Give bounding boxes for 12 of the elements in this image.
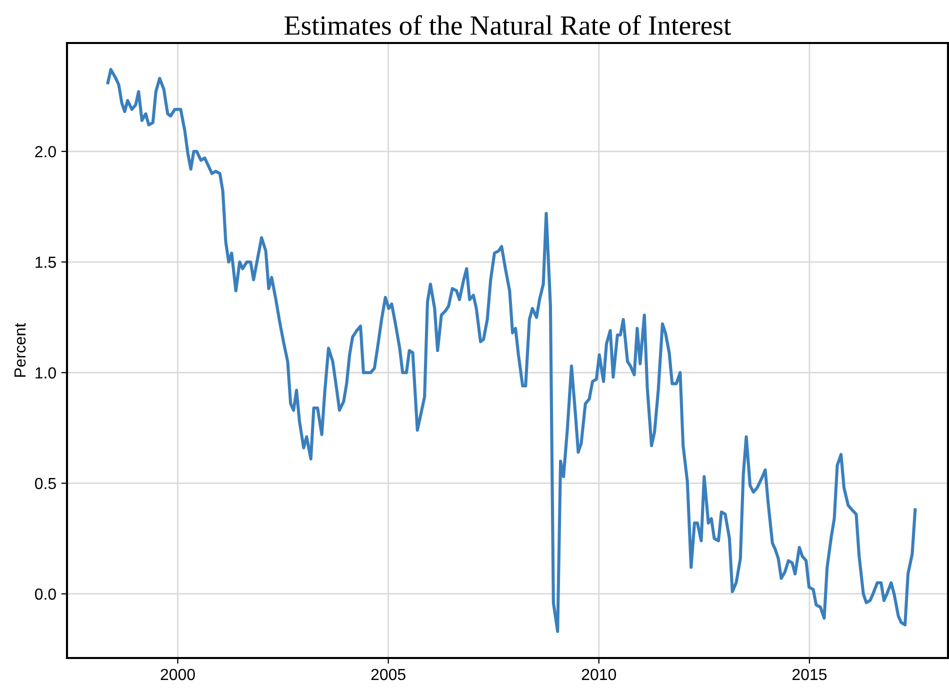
y-tick-label: 0.0	[35, 588, 56, 600]
y-axis-title: Percent	[14, 323, 26, 377]
y-tick-label: 0.5	[35, 478, 56, 490]
y-tick-label: 1.0	[36, 367, 56, 379]
line-series	[106, 68, 917, 633]
x-tick-label: 2015	[792, 668, 827, 680]
x-tick-label: 2010	[582, 668, 616, 680]
x-tick-label: 2000	[160, 668, 195, 680]
y-tick-label: 1.5	[36, 256, 56, 268]
chart-title: Estimates of the Natural Rate of Interest	[284, 15, 732, 35]
y-tick-label: 2.0	[35, 146, 56, 158]
x-tick-label: 2005	[371, 668, 406, 680]
